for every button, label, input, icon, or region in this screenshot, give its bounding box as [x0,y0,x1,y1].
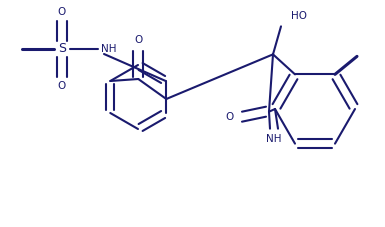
Text: O: O [225,112,233,122]
Text: NH: NH [266,134,282,144]
Text: O: O [58,7,66,17]
Text: HO: HO [291,11,307,21]
Text: O: O [58,81,66,91]
Text: O: O [134,35,142,45]
Text: NH: NH [101,44,117,54]
Text: S: S [58,42,66,55]
